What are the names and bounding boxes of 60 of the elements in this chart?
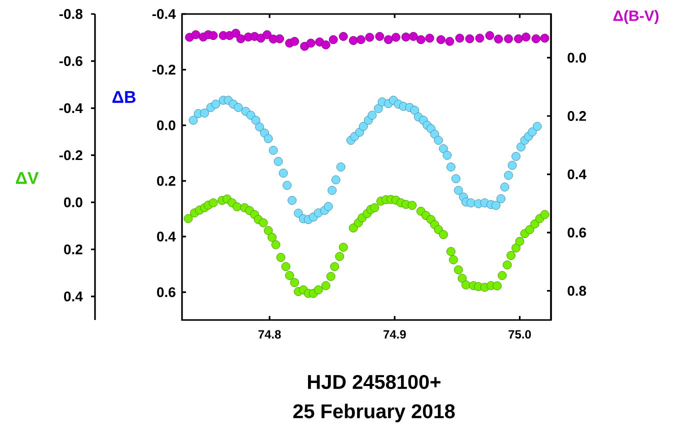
y3-tick-label: -0.6 [59, 56, 82, 66]
y3-tick-label: -0.2 [59, 150, 82, 160]
point [375, 32, 384, 41]
y3-tick-label: -0.4 [59, 103, 83, 114]
point [256, 34, 266, 43]
point [306, 38, 316, 48]
point [290, 36, 300, 46]
y-tick-label: 0.6 [157, 287, 176, 298]
x-tick-label: 75.0 [508, 330, 531, 339]
y2-tick-label: 0.0 [568, 52, 586, 63]
point [455, 34, 464, 43]
point [321, 40, 330, 50]
point [465, 34, 474, 44]
point [532, 34, 540, 44]
point [231, 28, 240, 38]
y2-axis-title: Δ(B-V) [613, 10, 658, 24]
point [514, 34, 523, 44]
y3-tick-label: 0.0 [64, 197, 82, 208]
y2-tick-label: 0.6 [568, 228, 586, 238]
point [384, 35, 393, 44]
y2-tick-label: 0.2 [568, 111, 586, 121]
point [416, 35, 426, 44]
y-tick-label: -0.2 [152, 64, 176, 75]
y2-tick-label: 0.8 [568, 286, 586, 296]
point [408, 32, 418, 41]
y-tick-label: 0.4 [157, 232, 176, 242]
point [356, 35, 366, 44]
y2-tick-label: 0.4 [568, 169, 586, 180]
x-axis-title: HJD 2458100+ [308, 374, 440, 390]
point [445, 36, 454, 46]
point [328, 35, 338, 44]
point [522, 32, 530, 42]
x-tick-label: 74.8 [258, 330, 281, 339]
point [191, 30, 200, 40]
point [475, 34, 484, 43]
point [504, 34, 513, 44]
point [391, 32, 400, 42]
point [236, 34, 246, 44]
y-tick-label: 0.0 [157, 120, 176, 130]
y-axis-title: ΔB [112, 91, 136, 103]
y-tick-label: 0.2 [157, 176, 176, 186]
y3-tick-label: -0.8 [59, 9, 82, 19]
x-tick-label: 74.9 [384, 330, 406, 339]
point [540, 34, 550, 43]
point [436, 35, 446, 44]
point [401, 32, 410, 42]
text: 25 February 2018 [293, 404, 455, 422]
point [365, 32, 374, 42]
point [262, 30, 272, 40]
point [338, 32, 348, 41]
point [275, 34, 284, 44]
point [425, 34, 434, 43]
y3-tick-label: 0.2 [64, 244, 82, 254]
point [348, 36, 358, 45]
y-tick-label: -0.4 [152, 9, 176, 19]
y3-axis-title: ΔV [16, 172, 39, 184]
point [485, 31, 494, 40]
point [208, 31, 218, 40]
y3-tick-label: 0.4 [64, 292, 83, 302]
point [494, 34, 503, 44]
